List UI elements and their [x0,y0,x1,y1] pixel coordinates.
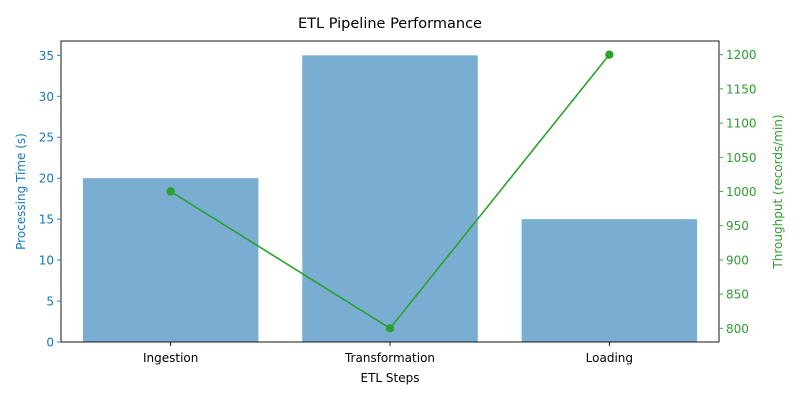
left-tick-label: 25 [39,131,54,145]
line-layer [166,50,614,333]
left-tick-label: 15 [39,213,54,227]
left-tick-label: 30 [39,90,54,104]
right-tick-label: 950 [726,219,749,233]
x-axis-label: ETL Steps [361,371,420,385]
right-tick-label: 1150 [726,82,757,96]
chart-title: ETL Pipeline Performance [298,16,482,32]
throughput-point-ingestion [166,187,175,196]
bar-ingestion [82,178,259,342]
axes-layer [57,40,723,346]
x-tick-label: Transformation [344,351,435,365]
throughput-point-loading [605,50,614,59]
x-tick-label: Loading [586,351,633,365]
right-tick-label: 900 [726,253,749,267]
right-tick-label: 1100 [726,117,757,131]
left-tick-label: 20 [39,172,54,186]
right-y-axis-label: Throughput (records/min) [771,114,785,269]
right-tick-label: 1200 [726,48,757,62]
left-tick-label: 35 [39,49,54,63]
right-tick-label: 800 [726,322,749,336]
throughput-point-transformation [385,324,395,333]
text-layer: 0 5 10 15 20 25 30 35 800 850 900 950 1000 1050 1100 11… [14,16,785,385]
right-tick-label: 1050 [726,151,757,165]
x-tick-label: Ingestion [143,351,198,365]
left-tick-label: 0 [46,336,54,350]
bar-transformation [302,55,478,342]
bar-loading [521,219,698,342]
left-tick-label: 10 [39,254,54,268]
right-tick-label: 1000 [726,185,757,199]
left-tick-label: 5 [46,295,54,309]
left-y-axis-label: Processing Time (s) [14,133,28,250]
bars-layer [82,55,698,342]
right-tick-label: 850 [726,288,749,302]
